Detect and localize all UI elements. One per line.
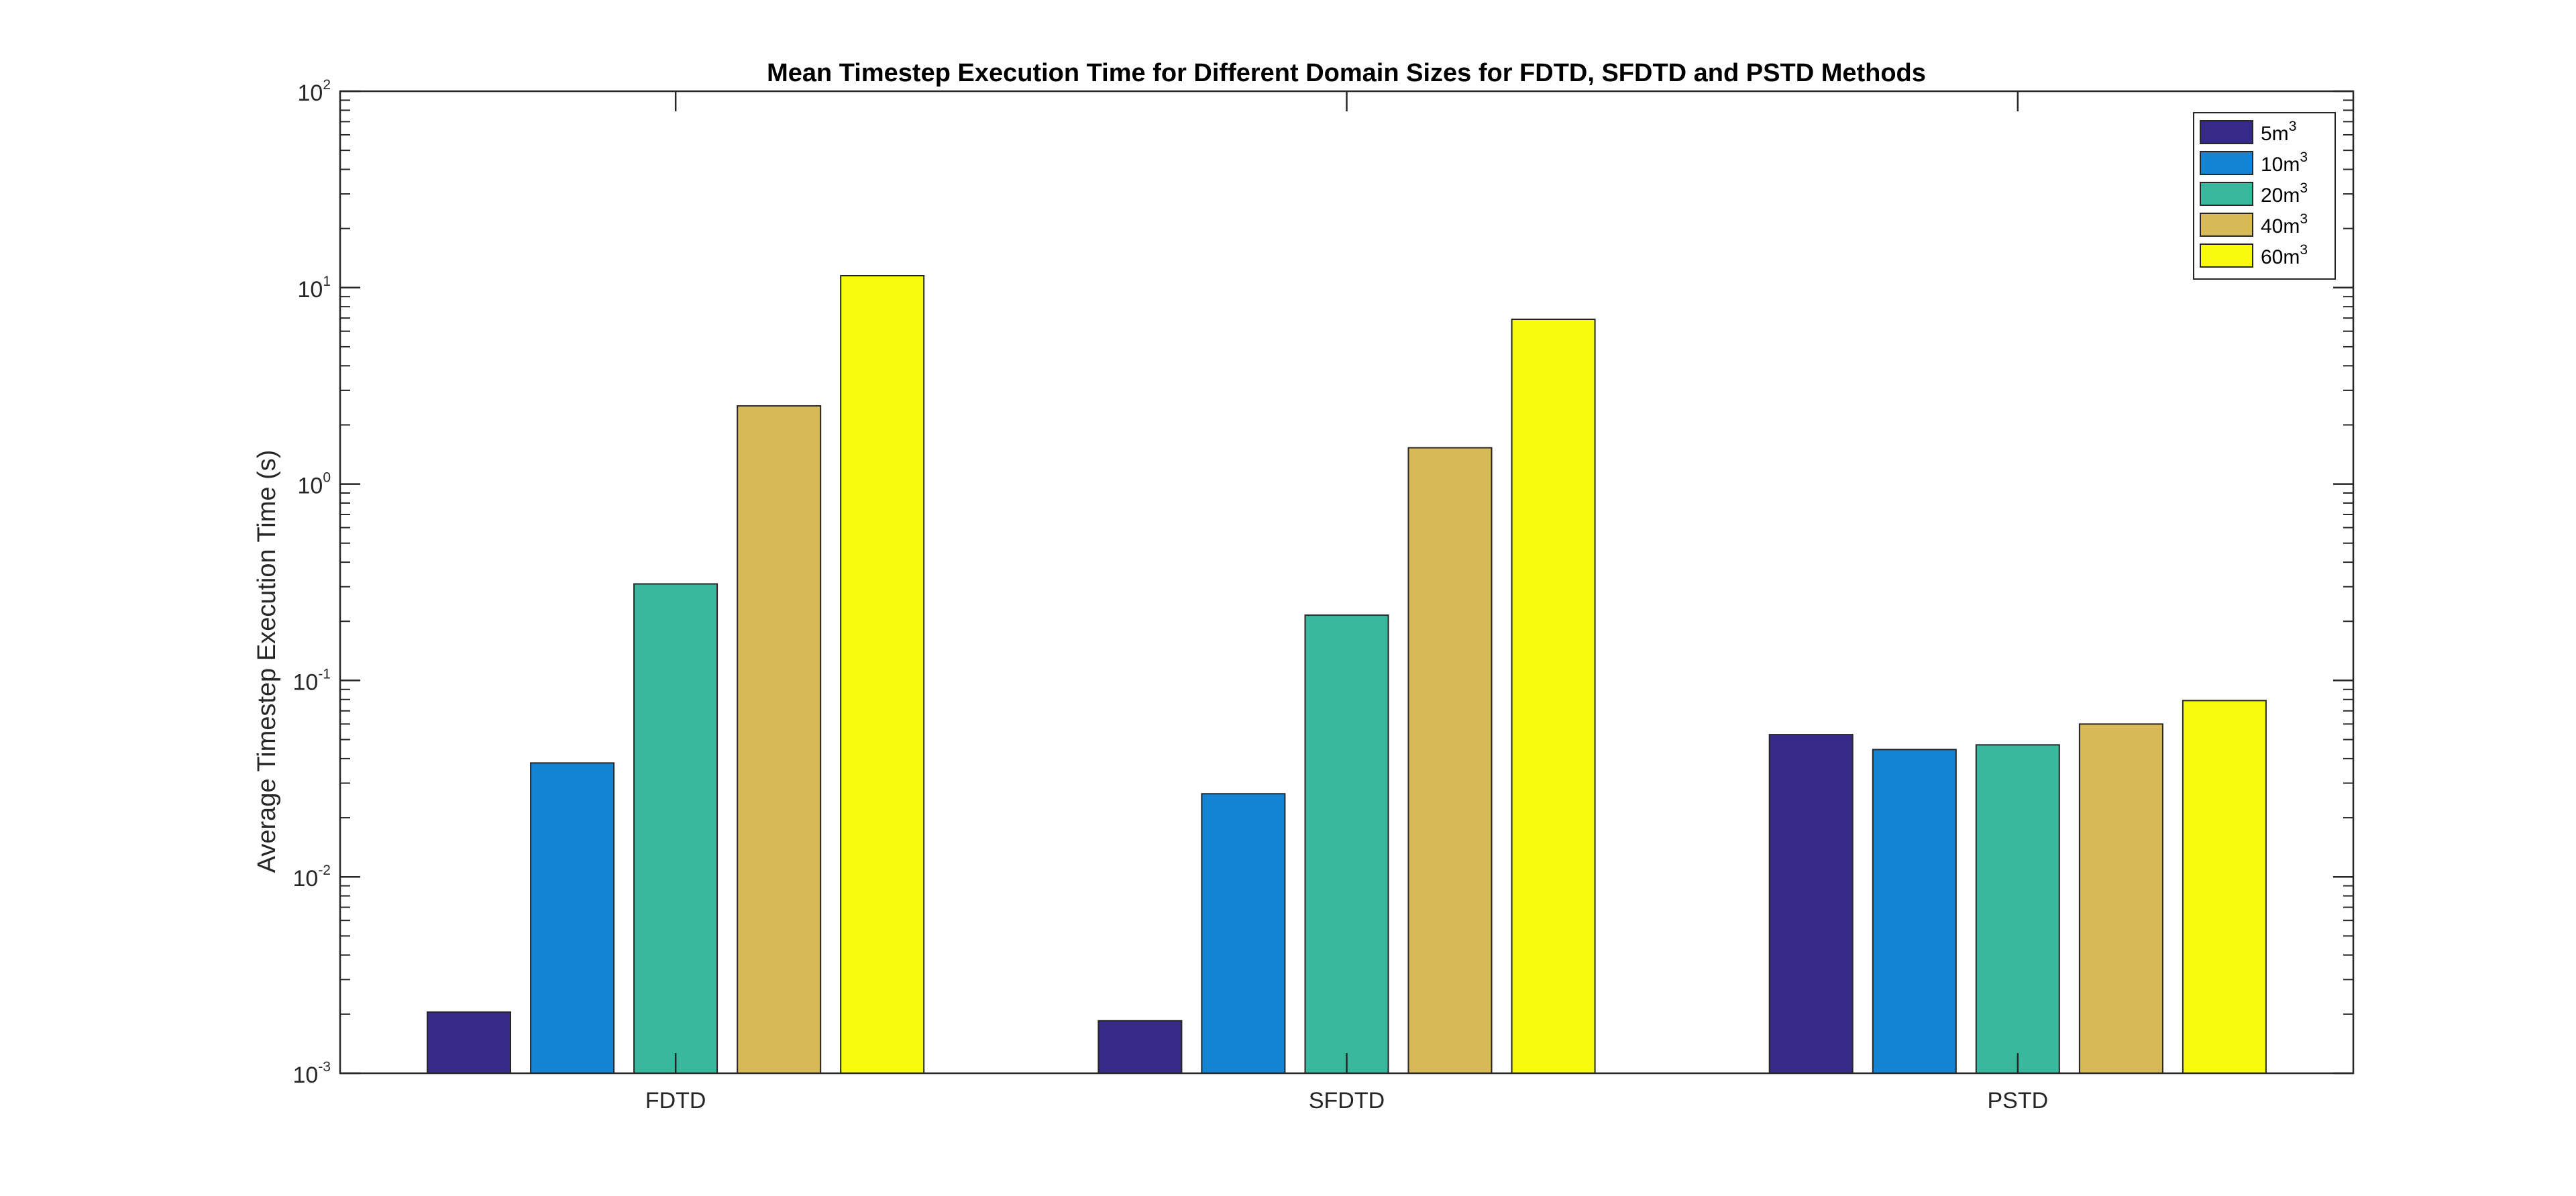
bar-60m-sfdtd xyxy=(1511,319,1596,1074)
bar-10m-fdtd xyxy=(530,762,615,1075)
bar-5m-sfdtd xyxy=(1097,1020,1183,1075)
legend-swatch-10m xyxy=(2200,151,2253,175)
x-axis-tick-labels: FDTD SFDTD PSTD xyxy=(645,1088,2048,1113)
legend-label-5m: 5m3 xyxy=(2261,119,2296,145)
bar-20m-sfdtd xyxy=(1304,614,1389,1074)
y-axis-label: Average Timestep Execution Time (s) xyxy=(253,450,281,873)
y-axis-tick-labels: 10-3 10-2 10-1 100 101 102 xyxy=(292,77,331,1088)
legend-label-20m: 20m3 xyxy=(2261,180,2308,207)
bar-40m-sfdtd xyxy=(1407,447,1493,1074)
bar-60m-fdtd xyxy=(840,275,925,1074)
y-axis-ticks xyxy=(340,90,2353,1075)
legend: 5m3 10m3 20m3 40m3 60m3 xyxy=(2193,112,2336,280)
bars-layer xyxy=(427,275,2267,1075)
bar-40m-fdtd xyxy=(737,405,822,1074)
legend-label-60m: 60m3 xyxy=(2261,242,2308,268)
bar-10m-pstd xyxy=(1872,749,1957,1075)
bar-10m-sfdtd xyxy=(1201,793,1286,1075)
y-tick-label: 100 xyxy=(297,470,331,499)
y-tick-label: 102 xyxy=(297,77,331,106)
bar-40m-pstd xyxy=(2078,723,2163,1074)
legend-label-40m: 40m3 xyxy=(2261,211,2308,237)
chart-title: Mean Timestep Execution Time for Differe… xyxy=(767,59,1926,87)
x-tick-label-sfdtd: SFDTD xyxy=(1309,1088,1385,1113)
x-tick-label-fdtd: FDTD xyxy=(645,1088,706,1113)
legend-swatch-5m xyxy=(2200,120,2253,144)
bar-20m-fdtd xyxy=(633,583,718,1074)
legend-swatch-60m xyxy=(2200,243,2253,268)
x-tick-label-pstd: PSTD xyxy=(1987,1088,2048,1113)
bar-60m-pstd xyxy=(2182,700,2267,1074)
y-tick-label: 101 xyxy=(297,274,331,303)
bar-20m-pstd xyxy=(1975,744,2060,1075)
bar-5m-fdtd xyxy=(427,1011,511,1074)
legend-swatch-40m xyxy=(2200,213,2253,237)
bar-5m-pstd xyxy=(1768,734,1854,1074)
legend-label-10m: 10m3 xyxy=(2261,150,2308,176)
legend-swatch-20m xyxy=(2200,182,2253,206)
y-tick-label: 10-3 xyxy=(292,1059,331,1088)
y-tick-label: 10-2 xyxy=(292,863,331,891)
y-tick-label: 10-1 xyxy=(292,666,331,695)
